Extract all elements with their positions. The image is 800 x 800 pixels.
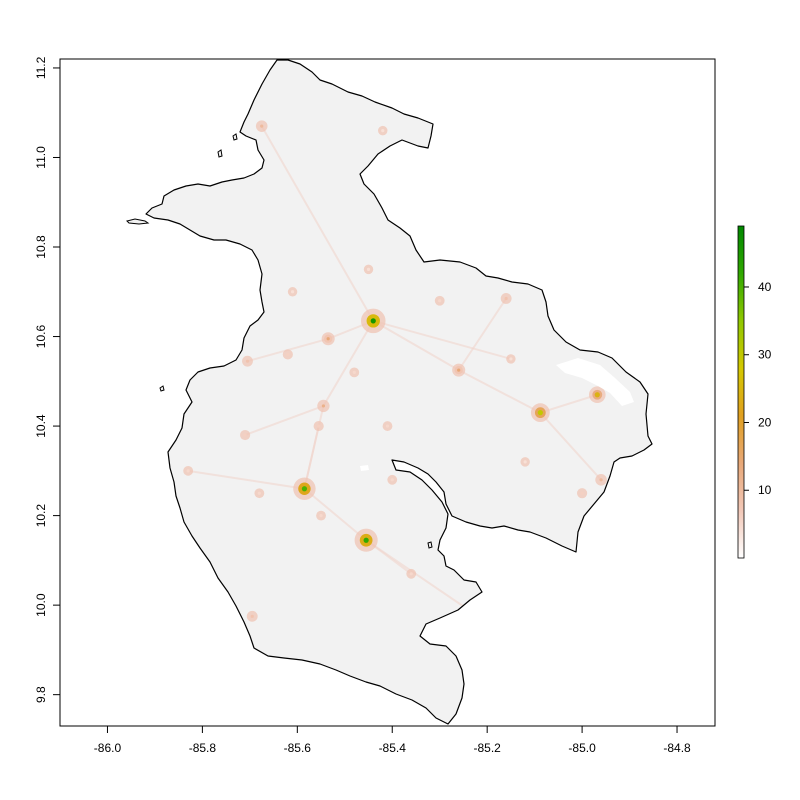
x-axis: -86.0 -85.8 -85.6 -85.4 -85.2 -85.0 -84.8: [94, 725, 691, 755]
island-outline: [217, 149, 223, 158]
x-tick-label: -85.4: [379, 741, 407, 755]
no-data-patch: [556, 358, 634, 406]
x-tick-label: -86.0: [94, 741, 122, 755]
road-trace: [244, 404, 324, 436]
hotspot: [354, 528, 378, 552]
y-tick-label: 10.4: [34, 414, 48, 438]
hotspot: [530, 403, 550, 423]
hotspot-layer: [183, 120, 607, 622]
y-tick-label: 10.8: [34, 235, 48, 259]
hotspot: [287, 287, 298, 297]
hotspot: [588, 386, 606, 404]
hotspot: [313, 420, 324, 432]
hotspot: [317, 399, 330, 413]
hotspot: [452, 363, 466, 377]
road-trace: [260, 125, 375, 322]
hotspot: [363, 264, 374, 275]
y-tick-label: 11.0: [34, 146, 48, 169]
island-outline: [427, 541, 433, 549]
hotspot: [316, 510, 326, 521]
hotspot: [183, 465, 194, 476]
x-tick-label: -85.2: [473, 741, 501, 755]
hotspot: [246, 610, 258, 622]
hotspot: [255, 120, 268, 132]
x-tick-label: -85.0: [568, 741, 596, 755]
y-tick-label: 11.2: [34, 56, 48, 79]
road-trace: [303, 487, 367, 541]
road-trace: [372, 320, 460, 371]
hotspot: [349, 367, 360, 378]
no-data-patch: [360, 465, 369, 471]
hotspot: [293, 477, 316, 500]
road-trace: [457, 297, 507, 371]
hotspot: [321, 332, 335, 346]
hotspot: [520, 457, 530, 467]
y-tick-label: 10.0: [34, 593, 48, 617]
color-legend: 10 20 30 40: [737, 225, 772, 559]
legend-ticks: 10 20 30 40: [744, 280, 772, 497]
x-tick-label: -84.8: [663, 741, 691, 755]
y-axis: 9.8 10.0 10.2 10.4 10.6 10.8 11.0 11.2: [34, 56, 61, 703]
road-trace: [187, 469, 305, 490]
island-outline: [232, 133, 238, 141]
land-area: [146, 60, 652, 724]
road-trace: [458, 369, 541, 414]
hotspot: [382, 421, 393, 431]
hotspot: [378, 125, 388, 136]
raster-layer: [183, 120, 634, 622]
road-traces: [187, 125, 602, 611]
y-tick-label: 9.8: [34, 686, 48, 703]
road-trace: [372, 319, 512, 360]
hotspot: [387, 474, 398, 485]
legend-tick-label: 20: [758, 415, 772, 429]
hotspot: [506, 354, 516, 364]
hotspot: [595, 473, 607, 486]
hotspot: [500, 293, 512, 304]
hotspot: [434, 295, 445, 306]
road-trace: [322, 320, 375, 407]
x-tick-label: -85.6: [284, 741, 312, 755]
hotspot: [240, 429, 251, 441]
legend-tick-label: 10: [758, 483, 772, 497]
hotspot: [360, 308, 386, 334]
y-tick-label: 10.2: [34, 504, 48, 528]
island-outline: [159, 385, 165, 392]
road-trace: [540, 393, 598, 414]
hotspot: [406, 568, 417, 579]
y-tick-label: 10.6: [34, 325, 48, 349]
island-outline: [126, 218, 150, 225]
hotspot: [577, 488, 588, 499]
hotspot: [242, 355, 253, 367]
boundary-outline: [145, 59, 653, 725]
legend-tick-label: 40: [758, 280, 772, 294]
x-tick-label: -85.8: [189, 741, 217, 755]
hotspot: [254, 488, 265, 499]
hotspot: [282, 349, 293, 360]
legend-tick-label: 30: [758, 348, 772, 362]
road-trace: [539, 411, 602, 481]
legend-color-bar: [737, 225, 745, 559]
